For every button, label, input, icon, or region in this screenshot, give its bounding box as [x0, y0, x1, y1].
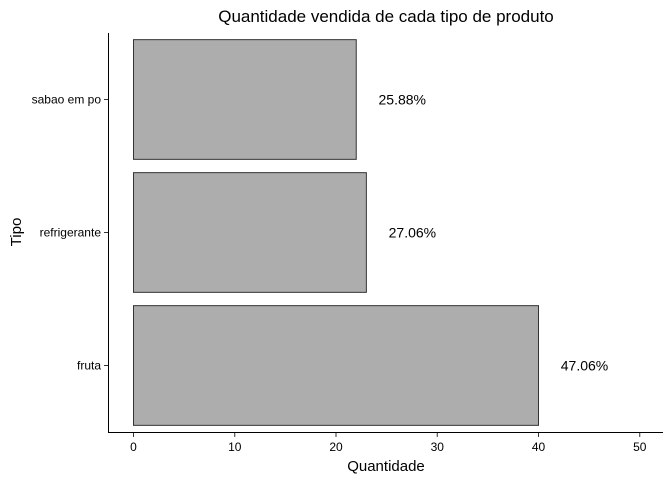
x-tick-label-10: 10 [228, 440, 242, 454]
data-label-fruta: 47.06% [561, 358, 608, 374]
x-tick-label-0: 0 [130, 440, 137, 454]
chart-title: Quantidade vendida de cada tipo de produ… [218, 7, 554, 26]
bars-group [133, 39, 539, 426]
bar-refrigerante [133, 172, 367, 293]
data-labels-group: 47.06% 27.06% 25.88% [379, 92, 609, 374]
y-tick-label-fruta: fruta [77, 359, 101, 373]
x-ticks-group: 0 10 20 30 40 50 [130, 433, 647, 454]
y-ticks-group: fruta refrigerante sabao em po [32, 93, 108, 373]
x-tick-label-20: 20 [329, 440, 343, 454]
y-tick-label-refrigerante: refrigerante [40, 226, 102, 240]
data-label-refrigerante: 27.06% [389, 225, 436, 241]
bar-fruta [133, 305, 539, 426]
x-axis-title: Quantidade [347, 458, 425, 475]
data-label-sabao-em-po: 25.88% [379, 92, 426, 108]
y-axis-title: Tipo [8, 218, 25, 247]
bar-sabao-em-po [133, 39, 357, 160]
x-tick-label-40: 40 [532, 440, 546, 454]
y-tick-label-sabao-em-po: sabao em po [32, 93, 102, 107]
x-tick-label-30: 30 [431, 440, 445, 454]
x-tick-label-50: 50 [633, 440, 647, 454]
